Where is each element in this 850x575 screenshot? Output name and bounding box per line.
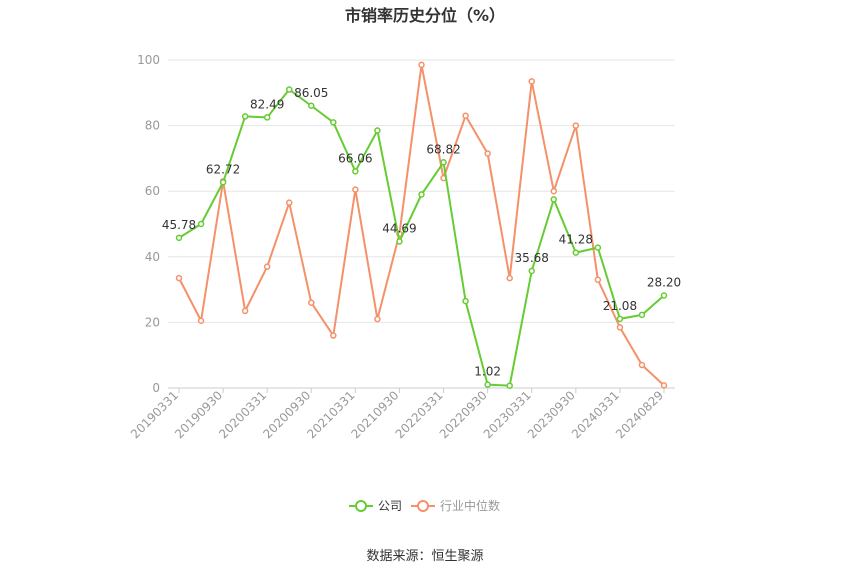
y-tick-label: 40 xyxy=(145,250,160,264)
data-point xyxy=(263,114,271,121)
data-point xyxy=(462,297,469,305)
data-point xyxy=(594,244,602,251)
legend: 公司 行业中位数 xyxy=(349,498,500,513)
series-industry-median xyxy=(175,61,668,389)
data-point xyxy=(285,86,293,93)
grid-layer xyxy=(168,59,675,323)
data-point xyxy=(374,315,381,323)
data-point xyxy=(594,276,602,284)
data-point xyxy=(175,234,183,242)
y-tick-label: 60 xyxy=(145,184,160,198)
data-point xyxy=(241,307,249,315)
data-label: 44.69 xyxy=(382,221,416,235)
legend-marker-icon xyxy=(417,500,429,512)
data-point xyxy=(396,238,403,245)
legend-item-company: 公司 xyxy=(349,499,402,513)
data-point xyxy=(462,112,469,120)
legend-marker-icon xyxy=(355,500,367,512)
y-tick-label: 100 xyxy=(137,53,160,67)
data-point xyxy=(528,78,535,85)
data-point xyxy=(418,61,425,69)
data-point xyxy=(484,381,491,388)
legend-item-industry-median: 行业中位数 xyxy=(411,498,500,513)
data-point xyxy=(175,274,183,282)
data-point xyxy=(418,191,425,198)
data-label: 41.28 xyxy=(559,233,593,247)
data-point xyxy=(638,311,646,319)
data-point xyxy=(660,292,668,299)
y-tick-label: 80 xyxy=(145,119,160,133)
source-note: 数据来源：恒生聚源 xyxy=(366,549,484,564)
data-point xyxy=(506,382,513,389)
data-point xyxy=(660,382,668,389)
x-tick-label: 20240829 xyxy=(613,388,666,441)
data-point xyxy=(638,361,646,369)
series-company xyxy=(175,86,668,389)
legend-label: 行业中位数 xyxy=(440,498,500,513)
data-label-layer: 45.78 62.72 82.49 86.05 66.06 44.69 68.82 1.02 3… xyxy=(162,86,681,379)
data-point xyxy=(219,179,227,186)
y-tick-label: 20 xyxy=(145,315,160,329)
data-point xyxy=(506,274,513,282)
data-point xyxy=(440,159,447,166)
legend-label: 公司 xyxy=(378,499,402,513)
data-point xyxy=(308,299,315,306)
series-layer xyxy=(175,61,668,389)
data-label: 1.02 xyxy=(474,365,501,379)
data-point xyxy=(330,119,337,126)
y-tick-label: 0 xyxy=(152,381,160,395)
data-point xyxy=(616,315,624,323)
data-point xyxy=(197,220,205,228)
data-point xyxy=(308,102,315,110)
data-point xyxy=(330,332,337,339)
data-point xyxy=(374,127,381,134)
data-label: 45.78 xyxy=(162,218,196,232)
chart-title: 市销率历史分位（%） xyxy=(344,6,506,25)
data-point xyxy=(285,199,293,206)
data-label: 35.68 xyxy=(515,251,549,265)
data-point xyxy=(241,113,249,120)
data-point xyxy=(352,186,359,193)
data-label: 68.82 xyxy=(426,142,460,156)
data-point xyxy=(572,122,580,129)
data-label: 62.72 xyxy=(206,162,240,176)
data-point xyxy=(550,196,558,203)
data-label: 86.05 xyxy=(294,86,328,100)
data-point xyxy=(528,267,535,275)
data-label: 28.20 xyxy=(647,276,681,290)
data-point xyxy=(197,317,205,325)
data-point xyxy=(616,324,624,331)
data-point xyxy=(550,187,558,195)
data-point xyxy=(352,168,359,175)
data-label: 82.49 xyxy=(250,97,284,111)
data-point xyxy=(484,150,491,157)
series-line xyxy=(178,63,665,387)
data-label: 21.08 xyxy=(603,299,637,313)
data-label: 66.06 xyxy=(338,151,372,165)
data-point xyxy=(263,263,271,270)
data-point xyxy=(572,249,580,256)
